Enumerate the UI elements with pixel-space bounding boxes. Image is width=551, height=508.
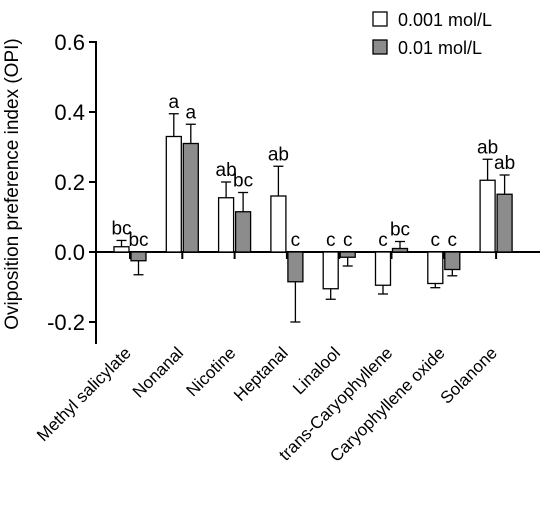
bar: [234, 211, 252, 253]
significance-label: bc: [128, 230, 148, 251]
bar: [339, 251, 356, 258]
y-axis-label: Oviposition preference index (OPI): [2, 38, 23, 329]
significance-label: bc: [390, 220, 410, 241]
bar: [496, 193, 513, 253]
y-tick-label: 0.6: [54, 30, 85, 55]
bar: [165, 135, 182, 253]
legend-swatch: [372, 11, 388, 27]
significance-label: a: [169, 92, 180, 113]
bar: [322, 251, 339, 290]
significance-label: ab: [216, 160, 237, 181]
bar: [182, 142, 199, 253]
bar: [113, 246, 130, 253]
bar: [444, 251, 461, 271]
significance-label: c: [326, 230, 336, 251]
x-tick-label: Solanone: [437, 343, 501, 407]
significance-label: ab: [268, 144, 289, 165]
legend-label: 0.001 mol/L: [398, 10, 492, 30]
significance-label: c: [448, 230, 458, 251]
y-tick-label: -0.2: [47, 310, 85, 335]
bar: [287, 251, 304, 283]
y-tick-label: 0.0: [54, 240, 85, 265]
y-tick-label: 0.2: [54, 170, 85, 195]
bar: [217, 197, 235, 253]
legend-swatch: [372, 39, 388, 55]
bar: [374, 251, 392, 286]
significance-label: bc: [111, 218, 131, 239]
bar: [270, 195, 287, 253]
legend: 0.001 mol/L 0.01 mol/L: [372, 10, 492, 58]
significance-label: c: [291, 230, 301, 251]
significance-label: c: [343, 230, 353, 251]
bar: [427, 251, 444, 285]
significance-label: bc: [233, 171, 253, 192]
significance-label: c: [431, 230, 441, 251]
bar: [130, 251, 147, 262]
bar: [391, 247, 409, 253]
significance-label: ab: [494, 153, 515, 174]
legend-label: 0.01 mol/L: [398, 38, 482, 58]
x-tick-label: Methyl salicylate: [33, 343, 135, 445]
significance-label: ab: [477, 137, 498, 158]
significance-label: c: [378, 230, 388, 251]
x-tick-label: Nonanal: [129, 343, 187, 401]
bar: [479, 179, 496, 253]
y-tick-label: 0.4: [54, 100, 85, 125]
x-tick-label: Heptanal: [230, 343, 292, 405]
significance-label: a: [186, 102, 197, 123]
